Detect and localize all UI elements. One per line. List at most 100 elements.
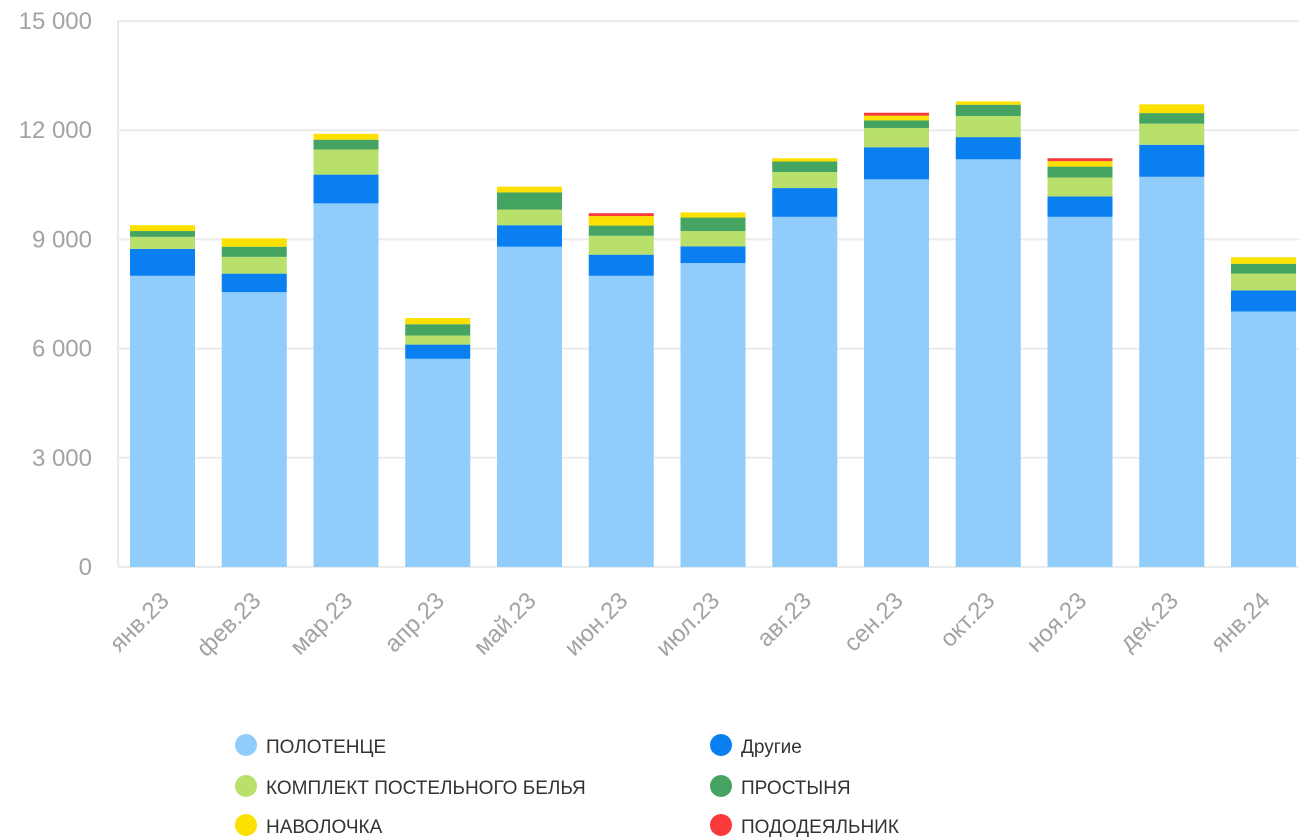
bar-segment (313, 203, 379, 567)
bar-segment (1231, 273, 1296, 291)
bar-segment (497, 186, 562, 193)
bar-segment (1231, 257, 1296, 264)
bar-segment (497, 246, 562, 567)
bar-segment (680, 246, 746, 264)
x-axis-ticks: янв.23 фев.23 мар.23 апр.23 май.23 июн.23 июл.… (104, 587, 1275, 662)
bar-segment (130, 236, 195, 249)
x-tick-label: апр.23 (379, 587, 450, 658)
x-tick-label: фев.23 (191, 587, 266, 662)
bar-segment (588, 213, 654, 217)
legend-label: Другие (741, 737, 802, 758)
bar-segment (1231, 311, 1296, 567)
bar-segment (955, 137, 1021, 160)
y-axis-ticks: 0 3 000 6 000 9 000 12 000 15 000 (19, 8, 92, 581)
bar-segment (130, 248, 195, 276)
bar-segment (588, 225, 654, 236)
bar-segment (1139, 113, 1205, 124)
bar-segment (1047, 196, 1113, 217)
legend-label: ПОЛОТЕНЦЕ (266, 737, 386, 758)
bar-segment (1139, 104, 1205, 114)
x-tick-label: июн.23 (559, 587, 633, 661)
bar-segment (588, 254, 654, 276)
legend-marker (235, 814, 257, 836)
y-tick-label: 0 (79, 554, 92, 581)
bars (130, 101, 1296, 568)
y-tick-label: 6 000 (32, 336, 92, 363)
bar-segment (1139, 176, 1205, 568)
bar-segment (680, 231, 746, 247)
x-tick-label: мар.23 (285, 587, 358, 660)
legend-item: ПОДОДЕЯЛЬНИК (710, 814, 899, 838)
bar-segment (405, 324, 471, 336)
legend-item: ПРОСТЫНЯ (710, 775, 851, 799)
x-tick-label: сен.23 (839, 587, 909, 657)
legend-marker (235, 734, 257, 756)
bar-segment (497, 225, 562, 247)
bar-segment (864, 120, 929, 129)
bar-segment (955, 104, 1021, 117)
legend-item: Другие (710, 734, 802, 758)
bar-segment (130, 275, 195, 567)
x-tick-label: май.23 (468, 587, 541, 660)
bar-segment (772, 188, 838, 217)
legend-marker (710, 775, 732, 797)
bar-segment (588, 235, 654, 255)
x-tick-label: янв.24 (1205, 587, 1275, 657)
bar-segment (772, 216, 838, 567)
x-tick-label: окт.23 (935, 587, 1001, 653)
bar-segment (864, 179, 929, 567)
legend-item: ПОЛОТЕНЦЕ (235, 734, 386, 758)
bar-segment (405, 335, 471, 345)
bar-segment (864, 128, 929, 148)
bar-segment (864, 115, 929, 121)
bar-segment (130, 231, 195, 237)
bar-segment (864, 147, 929, 180)
bar-segment (1231, 263, 1296, 274)
bar-segment (772, 172, 838, 189)
bar-segment (313, 149, 379, 175)
x-tick-label: июл.23 (651, 587, 725, 661)
bar-segment (680, 212, 746, 218)
bar-segment (130, 225, 195, 232)
x-tick-label: ноя.23 (1022, 587, 1093, 658)
y-tick-label: 3 000 (32, 445, 92, 472)
x-tick-label: дек.23 (1115, 587, 1184, 656)
legend-label: ПОДОДЕЯЛЬНИК (741, 817, 899, 838)
bar-segment (1047, 166, 1113, 178)
bar-segment (1231, 290, 1296, 312)
bar-segment (405, 318, 471, 325)
bar-segment (955, 116, 1021, 138)
bar-segment (680, 217, 746, 232)
bar-segment (313, 139, 379, 150)
bar-segment (680, 263, 746, 567)
bar-segment (313, 133, 379, 140)
bar-segment (405, 344, 471, 359)
bar-segment (1047, 216, 1113, 567)
y-tick-label: 9 000 (32, 226, 92, 253)
bar-segment (772, 158, 838, 162)
legend-label: НАВОЛОЧКА (266, 817, 383, 838)
bar-segment (221, 246, 287, 257)
bar-segment (313, 174, 379, 204)
legend-marker (235, 775, 257, 797)
bar-segment (1047, 177, 1113, 197)
bar-segment (497, 192, 562, 210)
bar-segment (405, 358, 471, 567)
x-tick-label: янв.23 (104, 587, 174, 657)
legend-item: КОМПЛЕКТ ПОСТЕЛЬНОГО БЕЛЬЯ (235, 775, 586, 799)
bar-segment (955, 101, 1021, 105)
legend: ПОЛОТЕНЦЕ Другие КОМПЛЕКТ ПОСТЕЛЬНОГО БЕЛЬ… (235, 734, 899, 838)
bar-segment (772, 161, 838, 173)
bar-segment (497, 209, 562, 226)
legend-label: КОМПЛЕКТ ПОСТЕЛЬНОГО БЕЛЬЯ (266, 778, 586, 799)
y-tick-label: 15 000 (19, 8, 92, 35)
y-tick-label: 12 000 (19, 117, 92, 144)
bar-segment (588, 216, 654, 226)
bar-segment (1047, 158, 1113, 162)
legend-marker (710, 814, 732, 836)
bar-segment (864, 112, 929, 116)
x-tick-label: авг.23 (752, 587, 817, 652)
bar-segment (221, 256, 287, 274)
bar-segment (1139, 123, 1205, 145)
bar-segment (221, 273, 287, 293)
